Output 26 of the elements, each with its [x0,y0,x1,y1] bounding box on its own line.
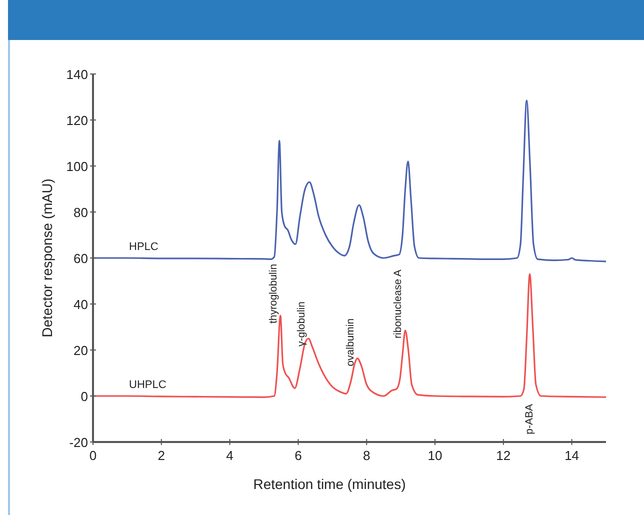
annotation: ribonuclease A [392,270,404,338]
y-tick-label: 60 [74,251,88,266]
series-label: UHPLC [129,379,166,391]
y-tick-label: 100 [66,159,88,174]
series-label: HPLC [129,241,158,253]
y-tick-label: 20 [74,343,88,358]
x-axis-title: Retention time (minutes) [253,476,406,492]
y-tick-label: 120 [66,113,88,128]
x-tick-label: 12 [496,448,511,463]
line-series [92,100,607,262]
x-tick-label: 14 [564,448,580,463]
annotation: thyroglobulin [267,264,280,324]
x-tick-label: 4 [226,448,234,463]
x-tick-label: 2 [158,448,166,463]
x-tick-label: 6 [294,448,302,463]
y-tick-label: 140 [66,67,88,82]
annotation: ovalbumin [344,318,356,366]
annotation: γ-globulin [295,301,308,346]
x-tick-label: 8 [362,448,370,463]
y-tick-label: 80 [74,205,88,220]
y-tick-label: 40 [74,297,88,312]
y-tick-label: 0 [80,389,88,404]
annotation: p-ABA [524,404,536,434]
x-tick-label: 10 [428,448,442,463]
y-axis-title: Detector response (mAU) [39,178,55,338]
y-tick-label: -20 [69,435,88,450]
